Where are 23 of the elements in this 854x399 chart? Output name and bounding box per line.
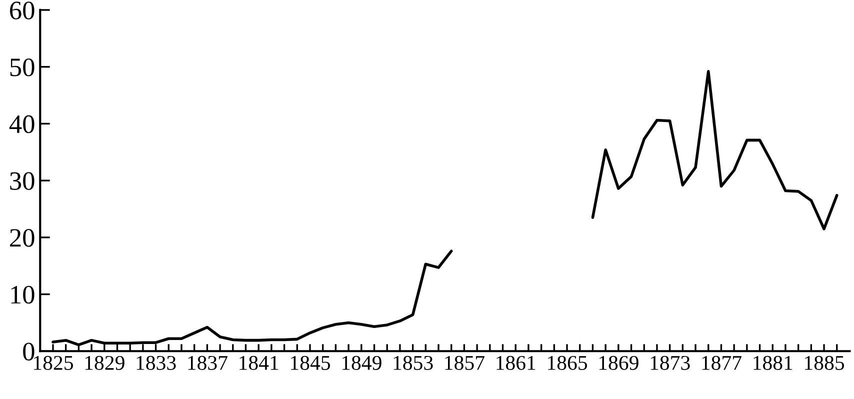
x-tick-label: 1841 (240, 356, 278, 370)
y-tick-label: 40 (9, 115, 34, 134)
x-tick-label: 1837 (188, 356, 228, 370)
y-tick-label: 10 (11, 286, 34, 304)
x-tick-label: 1861 (496, 356, 536, 370)
y-tick-label: 30 (10, 172, 34, 190)
x-tick-label: 1849 (342, 356, 382, 370)
x-tick-label: 1857 (445, 356, 484, 370)
y-tick-label: 50 (10, 58, 34, 76)
y-tick-label: 60 (10, 2, 34, 20)
x-tick-label: 1877 (702, 356, 742, 370)
x-tick-label: 1873 (650, 356, 690, 370)
x-tick-label: 1825 (34, 356, 74, 370)
y-tick-label: 0 (23, 342, 34, 361)
x-tick-label: 1865 (548, 356, 588, 370)
x-tick-label: 1881 (754, 356, 792, 370)
x-tick-label: 1853 (394, 356, 433, 370)
x-tick-label: 1833 (136, 356, 176, 370)
x-tick-label: 1845 (291, 356, 330, 370)
x-tick-label: 1829 (85, 356, 124, 370)
y-tick-label: 20 (10, 229, 34, 247)
x-tick-label: 1885 (805, 356, 844, 370)
x-tick-label: 1869 (599, 356, 638, 370)
